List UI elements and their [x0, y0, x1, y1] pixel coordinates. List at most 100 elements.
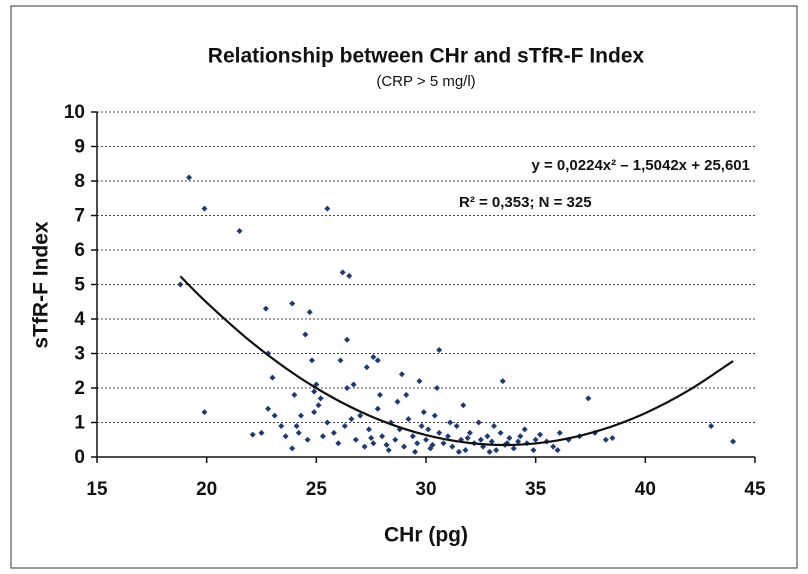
scatter-point	[493, 447, 500, 454]
scatter-point	[484, 433, 491, 440]
scatter-point	[515, 438, 522, 445]
scatter-point	[418, 422, 425, 429]
y-tick-label: 4	[74, 309, 85, 330]
scatter-point	[357, 412, 364, 419]
scatter-point	[403, 391, 410, 398]
scatter-point	[517, 433, 524, 440]
scatter-point	[416, 378, 423, 385]
scatter-point	[315, 402, 322, 409]
scatter-point	[537, 431, 544, 438]
scatter-point	[708, 422, 715, 429]
scatter-point	[499, 378, 506, 385]
y-tick-label: 1	[74, 413, 85, 434]
scatter-point	[291, 391, 298, 398]
scatter-point	[346, 272, 353, 279]
scatter-point	[409, 433, 416, 440]
y-tick-label: 6	[74, 240, 85, 261]
y-tick-label: 7	[74, 206, 85, 227]
scatter-point	[376, 391, 383, 398]
scatter-point	[429, 441, 436, 448]
scatter-point	[497, 429, 504, 436]
scatter-point	[447, 419, 454, 426]
scatter-point	[324, 205, 331, 212]
scatter-point	[352, 436, 359, 443]
scatter-point	[335, 440, 342, 447]
scatter-point	[177, 281, 184, 288]
scatter-point	[602, 436, 609, 443]
scatter-point	[530, 447, 537, 454]
scatter-point	[350, 381, 357, 388]
scatter-point	[293, 422, 300, 429]
scatter-point	[436, 347, 443, 354]
scatter-point	[265, 405, 272, 412]
scatter-point	[374, 357, 381, 364]
scatter-point	[383, 441, 390, 448]
scatter-point	[311, 388, 318, 395]
scatter-point	[405, 416, 412, 423]
r-squared: R² = 0,353; N = 325	[459, 194, 592, 211]
scatter-point	[440, 440, 447, 447]
scatter-point	[319, 433, 326, 440]
scatter-point	[556, 429, 563, 436]
scatter-point	[506, 435, 513, 442]
x-tick-label: 40	[635, 479, 656, 500]
scatter-point	[414, 440, 421, 447]
scatter-point	[490, 422, 497, 429]
scatter-point	[278, 422, 285, 429]
y-tick-label: 5	[74, 275, 85, 296]
scatter-point	[532, 436, 539, 443]
scatter-point	[392, 436, 399, 443]
x-axis-title: CHr (pg)	[384, 524, 468, 547]
scatter-point	[431, 412, 438, 419]
scatter-point	[420, 409, 427, 416]
scatter-point	[444, 433, 451, 440]
scatter-point	[488, 438, 495, 445]
scatter-point	[585, 395, 592, 402]
equation: y = 0,0224x² – 1,5042x + 25,601	[531, 157, 750, 174]
scatter-point	[311, 409, 318, 416]
scatter-point	[368, 435, 375, 442]
scatter-point	[344, 336, 351, 343]
trendline	[179, 275, 734, 447]
scatter-point	[464, 435, 471, 442]
scatter-point	[324, 419, 331, 426]
scatter-point	[554, 447, 561, 454]
scatter-point	[258, 429, 265, 436]
scatter-point	[462, 447, 469, 454]
scatter-point	[436, 429, 443, 436]
scatter-point	[401, 443, 408, 450]
scatter-point	[394, 398, 401, 405]
scatter-point	[385, 447, 392, 454]
x-tick-label: 45	[744, 479, 766, 500]
scatter-point	[730, 438, 737, 445]
scatter-point	[510, 445, 517, 452]
scatter-point	[361, 443, 368, 450]
y-tick-label: 10	[64, 102, 85, 123]
x-tick-label: 20	[196, 479, 217, 500]
x-tick-label: 15	[86, 479, 108, 500]
scatter-point	[365, 426, 372, 433]
scatter-point	[306, 309, 313, 316]
scatter-point	[550, 443, 557, 450]
scatter-point	[370, 353, 377, 360]
scatter-point	[289, 300, 296, 307]
scatter-point	[370, 440, 377, 447]
scatter-point	[379, 433, 386, 440]
x-tick-label: 30	[415, 479, 436, 500]
y-tick-label: 9	[74, 137, 85, 158]
y-axis-title: sTfR-F Index	[30, 221, 53, 348]
scatter-point	[453, 422, 460, 429]
scatter-point	[460, 402, 467, 409]
scatter-point	[339, 269, 346, 276]
scatter-point	[269, 374, 276, 381]
frame	[10, 5, 798, 569]
y-tick-label: 0	[74, 447, 85, 468]
scatter-point	[249, 431, 256, 438]
scatter-point	[282, 433, 289, 440]
chart-subtitle: (CRP > 5 mg/l)	[376, 73, 475, 90]
scatter-point	[374, 405, 381, 412]
y-tick-label: 3	[74, 344, 85, 365]
scatter-point	[317, 395, 324, 402]
y-tick-label: 2	[74, 378, 85, 399]
